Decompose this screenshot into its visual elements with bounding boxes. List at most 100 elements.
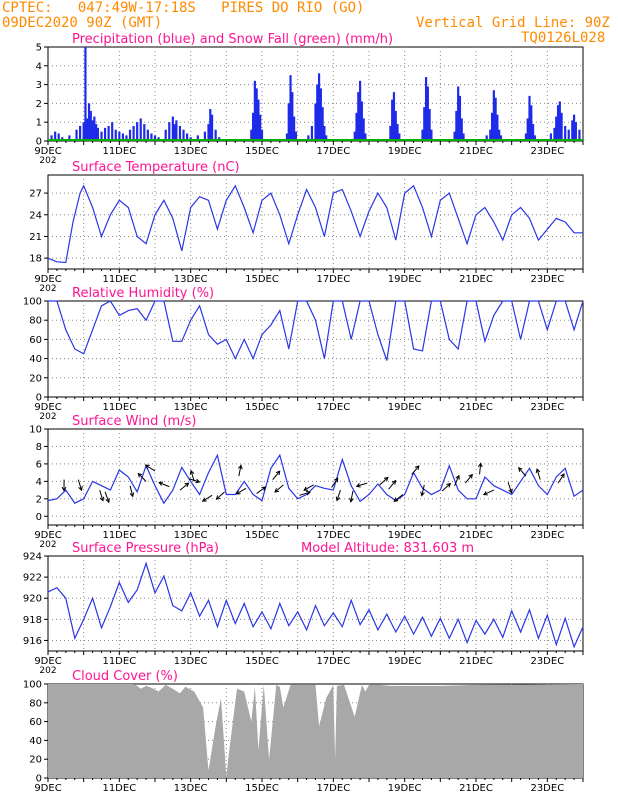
precip-bar [458,95,462,141]
series-line-5 [47,561,584,649]
wind-vector [388,480,396,490]
precip-bar [118,131,121,141]
precip-bar [84,47,87,141]
x-tick-label: 19DEC [388,783,422,794]
precip-bar [150,133,153,141]
wind-vector [336,489,341,501]
precip-bar [498,129,501,141]
precip-bar [319,88,322,141]
wind-vector [299,491,311,496]
x-tick-label: 23DEC [530,783,564,794]
precip-bar [285,133,289,141]
wind-vector-head [61,486,67,492]
precip-bar [139,118,142,141]
precip-bar [556,105,560,141]
x-tick-label: 11DEC [102,656,136,667]
wind-vector-head [235,490,241,495]
precip-bar [107,125,110,141]
wind-vector [256,486,266,494]
x-tick-label: 13DEC [174,146,208,157]
wind-vector [421,484,425,496]
wind-vector-head [189,469,195,475]
wind-vector-head [468,473,473,479]
precip-bar [325,135,328,141]
x-tick-label: 11DEC [102,402,136,413]
precip-bar [289,75,292,141]
header-grid-note: Vertical Grid Line: 90Z [416,15,610,31]
x-tick-label: 15DEC [245,530,279,541]
wind-vector-head [383,476,389,482]
x-tick-label: 9DEC [34,402,61,413]
wind-vector [236,487,247,495]
y-tick-label: 20 [29,755,42,766]
header-run-date: 09DEC2020 90Z (GMT) [2,15,163,31]
wind-vector-head [414,465,420,470]
precip-bar [255,88,258,141]
precip-bar [68,135,71,141]
y-tick-label: 920 [23,594,42,605]
x-year-label: 202 [39,540,56,550]
wind-vector-head [560,473,565,478]
precip-bar [423,107,426,141]
y-tick-label: 24 [29,210,42,221]
precip-bar [310,125,314,141]
precip-bar [428,109,431,141]
x-tick-label: 13DEC [174,530,208,541]
y-tick-label: 922 [23,573,42,584]
panel-6: 0 20 40 60 80 100 9DEC 11DEC 13DEC 15DEC 17DEC 19DE… [23,669,584,794]
wind-vector [536,468,541,480]
x-tick-label: 9DEC [34,530,61,541]
precip-bar [121,133,124,141]
wind-vector [216,491,225,500]
x-tick-label: 15DEC [245,656,279,667]
precip-bar [323,125,326,141]
precip-bar [553,127,556,141]
y-tick-label: 10 [29,425,42,436]
wind-vector [379,477,389,486]
x-tick-label: 13DEC [174,274,208,285]
precip-bar [398,133,401,141]
x-year-label: 202 [39,666,56,676]
precip-bar [203,131,207,141]
x-tick-label: 13DEC [174,783,208,794]
precip-bar [209,109,212,141]
precip-bar [86,118,89,141]
precip-bar [578,129,581,141]
wind-vector [393,494,404,502]
model-altitude-label: Model Altitude: 831.603 m [301,541,474,556]
y-tick-label: 27 [29,189,42,200]
precip-bar [100,131,103,141]
panel-frame [47,174,584,270]
precip-bar [79,125,82,141]
panel-title: Precipitation (blue) and Snow Fall (gree… [72,32,393,47]
wind-vector-head [215,495,221,500]
wind-vector-head [274,488,280,493]
precip-bar [251,112,255,141]
panel-4: 0 2 4 6 8 10 9DEC 11DEC 13DEC 15DEC 17DEC 19DEC 21DE… [29,414,584,550]
precip-bar [572,114,576,141]
wind-vector [179,482,189,491]
precip-bar [460,118,463,141]
precip-bar [571,120,574,141]
x-tick-label: 15DEC [245,402,279,413]
y-tick-label: 924 [23,552,42,563]
panel-title: Surface Temperature (nC) [72,160,240,175]
wind-vector-head [335,496,341,502]
wind-vector [483,489,495,496]
wind-vector [518,467,527,477]
wind-vector [350,490,354,502]
x-tick-label: 19DEC [388,402,422,413]
precip-bar [426,86,429,141]
header-model-id: TQ0126L028 [521,30,606,46]
precip-bar [91,120,94,141]
x-tick-label: 21DEC [459,274,493,285]
panel-5: 916 918 920 922 924 9DEC 11DEC 13DEC 15DEC 17DEC 1… [23,541,584,676]
y-tick-label: 4 [36,477,42,488]
wind-vector-head [201,497,207,502]
precip-bar [136,122,139,141]
precip-bar [457,86,460,141]
wind-vector-head [333,477,339,483]
precip-bar [164,129,167,141]
precip-bar [394,110,397,141]
